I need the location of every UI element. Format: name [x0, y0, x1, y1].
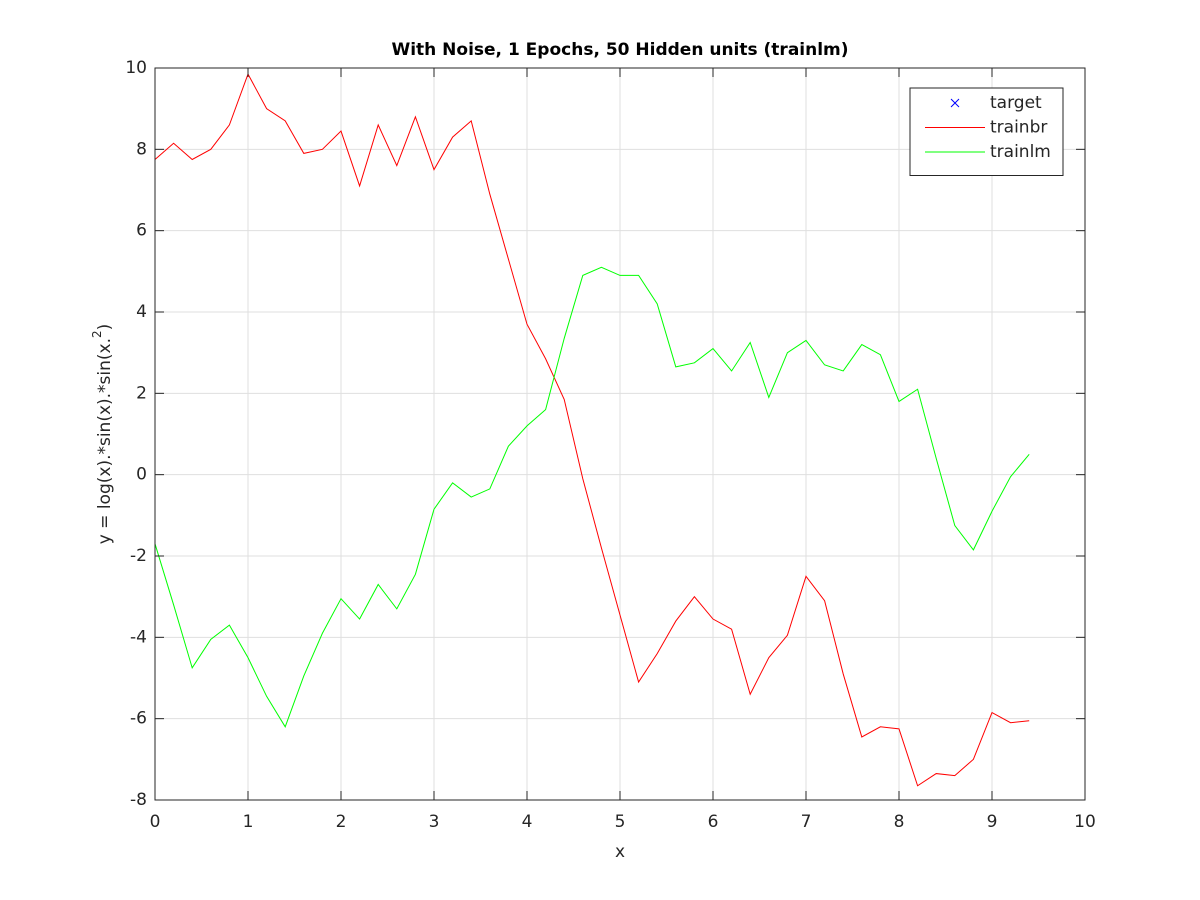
x-tick-label: 7 — [801, 812, 812, 832]
x-axis-label: x — [615, 842, 625, 862]
y-axis-label: y = log(x).*sin(x).*sin(x.2) — [90, 324, 116, 545]
y-tick-label: -4 — [130, 627, 147, 647]
x-tick-label: 3 — [429, 812, 440, 832]
y-tick-label: 4 — [136, 302, 147, 322]
ticks: 0 1 2 3 4 5 6 7 8 9 10 -8 -6 -4 -2 0 2 4 6 8 10 — [125, 58, 1095, 832]
x-tick-label: 1 — [243, 812, 254, 832]
x-tick-label: 5 — [615, 812, 626, 832]
x-tick-label: 4 — [522, 812, 533, 832]
y-tick-label: -6 — [130, 709, 147, 729]
lines — [154, 72, 1030, 787]
legend-marker — [950, 98, 960, 108]
chart-title: With Noise, 1 Epochs, 50 Hidden units (t… — [391, 40, 848, 60]
x-tick-label: 9 — [987, 812, 998, 832]
y-tick-label: 10 — [125, 58, 147, 78]
y-axis-label-main: y = log(x).*sin(x).*sin(x. — [95, 338, 115, 544]
y-axis-label-superscript: 2 — [90, 330, 104, 338]
x-tick-label: 8 — [894, 812, 905, 832]
y-tick-label: 0 — [136, 465, 147, 485]
x-tick-label: 2 — [336, 812, 347, 832]
x-tick-label: 6 — [708, 812, 719, 832]
x-tick-label: 0 — [150, 812, 161, 832]
y-tick-label: -2 — [130, 546, 147, 566]
series-line — [154, 266, 1030, 728]
legend: target trainbr trainlm — [909, 87, 1064, 176]
y-axis-label-suffix: ) — [95, 324, 115, 331]
legend-box — [909, 87, 1064, 176]
y-tick-label: 2 — [136, 383, 147, 403]
legend-label: target — [990, 93, 1042, 113]
legend-label: trainbr — [990, 118, 1047, 138]
y-tick-label: -8 — [130, 790, 147, 810]
legend-label: trainlm — [990, 142, 1051, 162]
y-tick-label: 6 — [136, 221, 147, 241]
series-line — [154, 72, 1030, 787]
y-tick-label: 8 — [136, 139, 147, 159]
x-tick-label: 10 — [1074, 812, 1096, 832]
